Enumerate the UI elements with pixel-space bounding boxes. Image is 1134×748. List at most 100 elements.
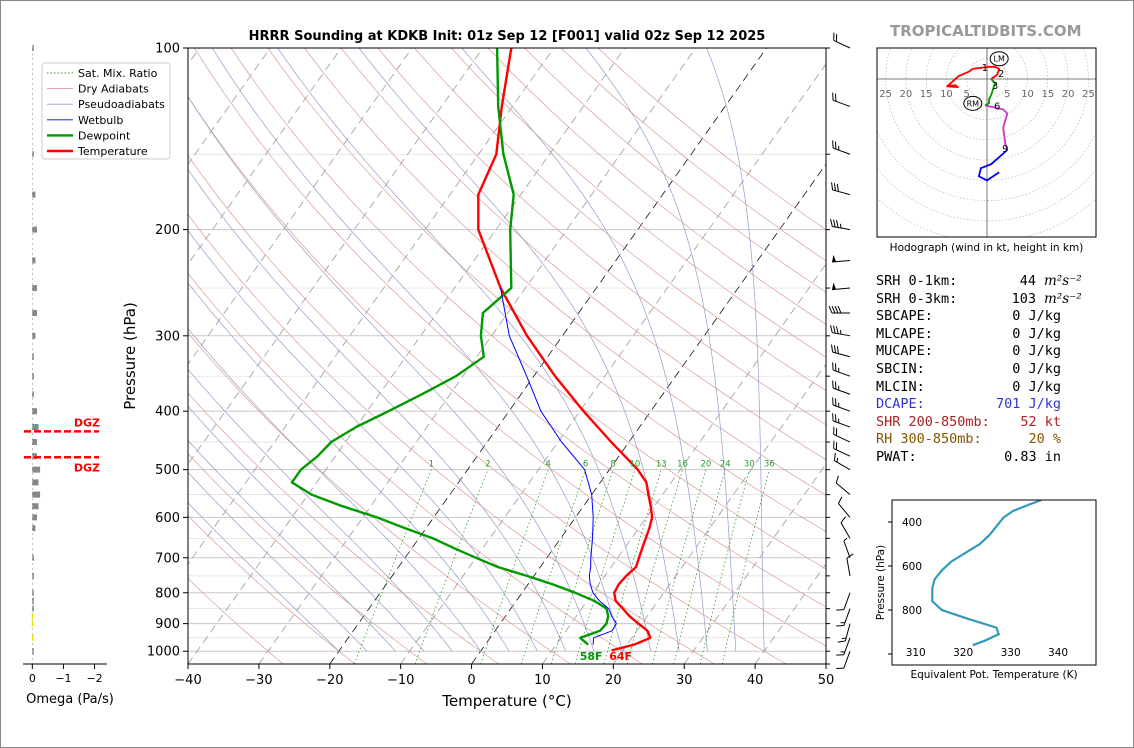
barb-flag (830, 325, 833, 333)
pseudoadiabat (188, 328, 481, 652)
y-tick-label: 100 (155, 42, 180, 57)
thetae-x-tick-label: 340 (1048, 647, 1068, 659)
barb-half-flag (839, 223, 842, 229)
wind-barb (837, 623, 851, 643)
hodo-height-label: 1 (982, 63, 988, 74)
wind-barb (833, 426, 851, 443)
barb-staff (846, 558, 851, 576)
y-tick-label: 400 (155, 405, 180, 420)
pseudoadiabat (188, 439, 396, 652)
barb-half-flag (843, 537, 848, 542)
wind-barb (836, 608, 851, 627)
hodo-trace (984, 78, 997, 107)
barb-flag (830, 218, 833, 227)
hodo-tick-label: 25 (1082, 89, 1095, 100)
omega-bar (32, 257, 36, 264)
x-tick-label: −10 (387, 673, 414, 688)
mixing-ratio-label: 8 (610, 460, 615, 470)
barb-flag (836, 667, 844, 670)
pseudoadiabat (461, 48, 708, 652)
pseudoadiabat (188, 168, 567, 652)
thetae-y-tick-label: 400 (902, 517, 922, 529)
barb-flag (836, 625, 844, 627)
isotherm (329, 48, 767, 664)
y-tick-label: 800 (155, 586, 180, 601)
isotherm (188, 48, 413, 365)
omega-bar (32, 514, 37, 521)
barb-staff (833, 433, 851, 443)
y-tick-label: 300 (155, 329, 180, 344)
wind-barb (840, 516, 851, 539)
x-tick-label: −30 (245, 673, 272, 688)
barb-staff (832, 189, 851, 196)
omega-bar (32, 554, 34, 561)
dry-adiabat (487, 48, 826, 325)
legend-box (41, 62, 171, 160)
index-label: RH 300-850mb: (876, 431, 982, 448)
isotherm (188, 48, 484, 465)
wind-barb (830, 218, 851, 231)
barb-half-flag (840, 651, 845, 653)
wind-barb (831, 344, 851, 358)
wind-barb (832, 254, 851, 263)
isotherm (471, 163, 826, 664)
barb-flag (832, 380, 834, 389)
y-tick-label: 600 (155, 511, 180, 526)
wind-barb (833, 440, 851, 457)
mixing-ratio-line (353, 469, 432, 664)
dry-adiabat (450, 48, 826, 358)
pseudoadiabat (358, 48, 680, 652)
pseudoadiabat (188, 95, 595, 652)
barb-flag (833, 426, 835, 435)
omega-bar (32, 373, 34, 380)
hodo-ring (877, 197, 1096, 237)
wind-barb (832, 282, 851, 291)
index-row: MLCAPE: 0 J/kg (876, 326, 1061, 342)
omega-bar (32, 634, 34, 641)
hodo-frame (876, 47, 1097, 238)
thetae-x-tick-label: 330 (1001, 647, 1021, 659)
wind-barb (832, 413, 851, 428)
omega-tick-label: −1 (55, 672, 71, 685)
pseudoadiabat (188, 230, 538, 652)
hodo-tick-label: 5 (1004, 89, 1010, 100)
mixing-ratio-label: 36 (764, 460, 775, 470)
omega-bar (32, 572, 34, 579)
index-value: 0 J/kg (1012, 343, 1061, 360)
omega-bar (32, 226, 37, 233)
barb-flag (834, 414, 837, 422)
legend-entry: Wetbulb (78, 114, 123, 127)
dry-adiabat (188, 273, 643, 664)
barb-staff (832, 287, 851, 291)
omega-bar (32, 424, 39, 431)
wind-barb (832, 380, 851, 395)
index-value: 0 J/kg (1012, 325, 1061, 342)
pseudoadiabat (188, 368, 453, 652)
legend-entry: Temperature (77, 145, 148, 158)
mixing-ratio-line (550, 469, 614, 664)
barb-flag (834, 93, 837, 102)
wind-barb (833, 453, 851, 471)
legend-entry: Dry Adiabats (78, 83, 149, 96)
dry-adiabat (188, 332, 571, 664)
barb-flag (835, 428, 838, 436)
profile-temperature (477, 48, 654, 652)
mixing-ratio-label: 20 (700, 460, 711, 470)
hodo-marker-label: RM (967, 99, 980, 108)
mixing-ratio-line (521, 469, 586, 664)
mixing-ratio-line (673, 469, 726, 664)
barb-flag (832, 413, 834, 421)
x-axis-label: Temperature (°C) (441, 692, 571, 710)
mixing-ratio-line (414, 469, 489, 664)
omega-bar (32, 466, 41, 473)
barb-pennant (832, 254, 837, 263)
index-label: SRH 0-3km: (876, 290, 958, 307)
omega-bar (32, 191, 36, 198)
barb-half-flag (841, 637, 847, 640)
index-row: PWAT: 0.83 in (876, 449, 1061, 465)
index-row: SBCIN: 0 J/kg (876, 361, 1061, 377)
barb-flag (832, 140, 834, 149)
omega-bar (32, 391, 34, 398)
dgz-label: DGZ (74, 416, 100, 429)
